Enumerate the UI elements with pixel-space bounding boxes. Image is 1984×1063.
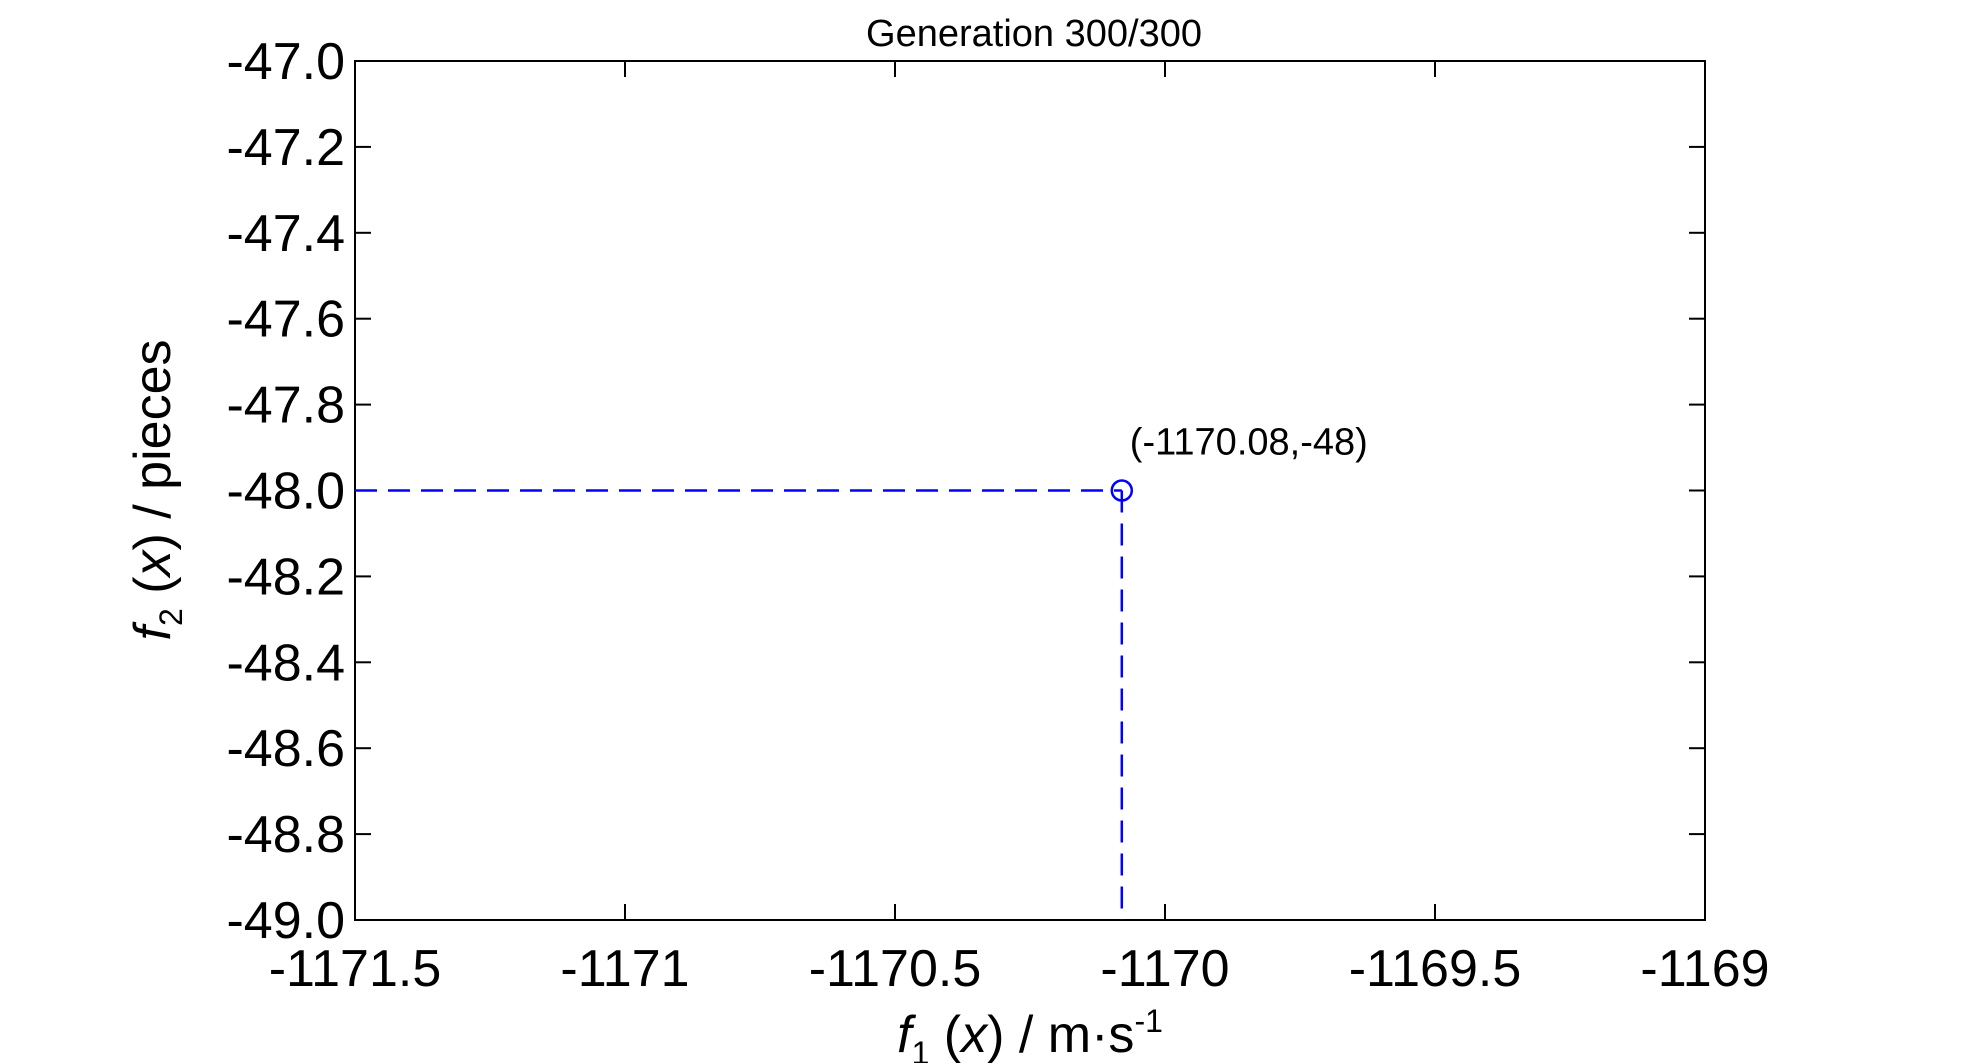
data-point-marker [1110,479,1134,502]
y-tick-label: -47.6 [226,291,345,349]
y-tick-label: -48.4 [226,634,345,692]
y-axis-label-arg: x [124,548,182,579]
x-axis-label-func: f [897,1006,916,1063]
x-axis-label: f1 (x) / m·s-1 [897,1003,1163,1063]
x-axis-label-arg: x [958,1006,989,1063]
x-tick-label: -1171.5 [269,940,442,998]
x-axis-label-sub: 1 [912,1035,930,1063]
y-axis-label: f2 (x) / pieces [124,340,189,641]
x-tick-label: -1170.5 [809,940,982,998]
y-tick-label: -48.0 [226,463,345,521]
plot-layer: (-1170.08,-48) [355,422,1368,920]
y-tick-label: -47.8 [226,377,345,435]
y-tick-label: -47.2 [226,119,345,177]
x-axis-label-unit: m·s [1048,1006,1135,1063]
y-tick-label: -49.0 [226,892,345,950]
y-tick-label: -48.6 [226,720,345,778]
x-tick-label: -1169 [1640,940,1769,998]
point-annotation: (-1170.08,-48) [1130,422,1368,464]
y-axis-ticks: -47.0 -47.2 -47.4 -47.6 -47.8 -48.0 -48.2 -48.4… [226,33,1705,950]
y-tick-label: -47.4 [226,205,345,263]
x-axis-label-sup: -1 [1134,1003,1162,1039]
y-tick-label: -48.2 [226,548,345,606]
y-tick-label: -47.0 [226,33,345,91]
chart-title: Generation 300/300 [866,13,1202,55]
x-axis-ticks: -1171.5 -1171 -1170.5 -1170 -1169.5 -1169 [269,61,1770,998]
x-tick-label: -1170 [1100,940,1229,998]
x-tick-label: -1169.5 [1349,940,1522,998]
x-tick-label: -1171 [560,940,689,998]
y-axis-label-func: f [124,622,182,641]
y-axis-label-sub: 2 [153,608,189,626]
y-axis-label-unit: pieces [124,340,182,490]
y-tick-label: -48.8 [226,806,345,864]
